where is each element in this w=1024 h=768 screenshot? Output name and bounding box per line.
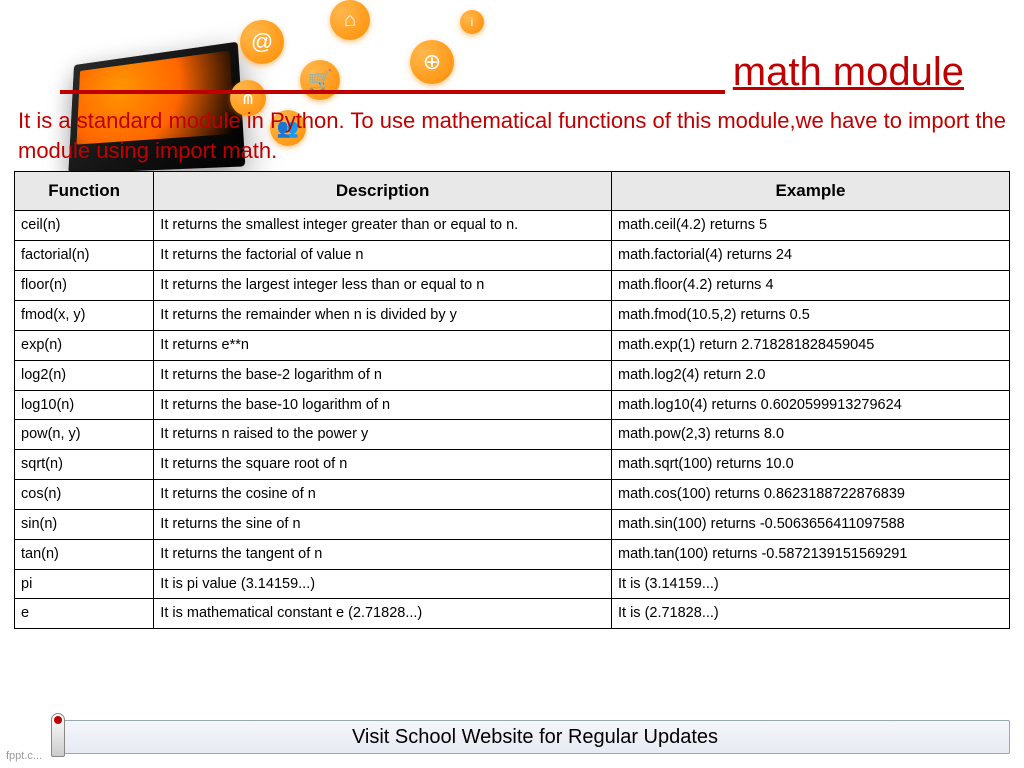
col-function: Function: [15, 172, 154, 211]
table-cell: math.exp(1) return 2.718281828459045: [611, 330, 1009, 360]
table-cell: It returns the base-10 logarithm of n: [154, 390, 612, 420]
page-title: math module: [733, 50, 964, 94]
table-cell: It returns n raised to the power y: [154, 420, 612, 450]
table-cell: It returns the square root of n: [154, 450, 612, 480]
table-cell: It returns e**n: [154, 330, 612, 360]
table-cell: pi: [15, 569, 154, 599]
table-row: log2(n)It returns the base-2 logarithm o…: [15, 360, 1010, 390]
table-cell: log2(n): [15, 360, 154, 390]
functions-table: Function Description Example ceil(n)It r…: [14, 171, 1010, 629]
table-row: sqrt(n)It returns the square root of nma…: [15, 450, 1010, 480]
table-cell: ceil(n): [15, 211, 154, 241]
col-example: Example: [611, 172, 1009, 211]
table-row: fmod(x, y)It returns the remainder when …: [15, 301, 1010, 331]
functions-table-wrap: Function Description Example ceil(n)It r…: [0, 171, 1024, 629]
table-cell: It is (2.71828...): [611, 599, 1009, 629]
table-cell: math.tan(100) returns -0.587213915156929…: [611, 539, 1009, 569]
table-cell: math.log2(4) return 2.0: [611, 360, 1009, 390]
table-cell: tan(n): [15, 539, 154, 569]
table-cell: math.cos(100) returns 0.8623188722876839: [611, 480, 1009, 510]
table-cell: e: [15, 599, 154, 629]
table-cell: sin(n): [15, 509, 154, 539]
table-cell: cos(n): [15, 480, 154, 510]
intro-text: It is a standard module in Python. To us…: [0, 94, 1024, 171]
table-cell: It is (3.14159...): [611, 569, 1009, 599]
table-cell: It returns the sine of n: [154, 509, 612, 539]
table-row: floor(n)It returns the largest integer l…: [15, 271, 1010, 301]
table-row: piIt is pi value (3.14159...)It is (3.14…: [15, 569, 1010, 599]
table-cell: math.sqrt(100) returns 10.0: [611, 450, 1009, 480]
table-row: log10(n)It returns the base-10 logarithm…: [15, 390, 1010, 420]
table-cell: math.pow(2,3) returns 8.0: [611, 420, 1009, 450]
table-cell: math.log10(4) returns 0.6020599913279624: [611, 390, 1009, 420]
table-row: cos(n)It returns the cosine of nmath.cos…: [15, 480, 1010, 510]
table-cell: pow(n, y): [15, 420, 154, 450]
table-row: factorial(n)It returns the factorial of …: [15, 241, 1010, 271]
table-cell: fmod(x, y): [15, 301, 154, 331]
table-cell: It returns the base-2 logarithm of n: [154, 360, 612, 390]
table-cell: math.floor(4.2) returns 4: [611, 271, 1009, 301]
table-cell: It returns the factorial of value n: [154, 241, 612, 271]
table-cell: log10(n): [15, 390, 154, 420]
table-row: ceil(n)It returns the smallest integer g…: [15, 211, 1010, 241]
footer-bar[interactable]: Visit School Website for Regular Updates: [60, 720, 1010, 754]
table-cell: It returns the tangent of n: [154, 539, 612, 569]
table-cell: sqrt(n): [15, 450, 154, 480]
footer-text: Visit School Website for Regular Updates: [352, 726, 718, 749]
title-row: math module: [0, 0, 1024, 94]
table-cell: math.sin(100) returns -0.506365641109758…: [611, 509, 1009, 539]
table-cell: math.factorial(4) returns 24: [611, 241, 1009, 271]
table-row: pow(n, y)It returns n raised to the powe…: [15, 420, 1010, 450]
table-row: sin(n)It returns the sine of nmath.sin(1…: [15, 509, 1010, 539]
col-description: Description: [154, 172, 612, 211]
header-row: Function Description Example: [15, 172, 1010, 211]
table-cell: math.fmod(10.5,2) returns 0.5: [611, 301, 1009, 331]
table-cell: It returns the remainder when n is divid…: [154, 301, 612, 331]
table-cell: exp(n): [15, 330, 154, 360]
table-row: eIt is mathematical constant e (2.71828.…: [15, 599, 1010, 629]
watermark: fppt.c...: [6, 750, 42, 762]
pen-icon: [51, 713, 65, 757]
table-cell: factorial(n): [15, 241, 154, 271]
table-cell: It is mathematical constant e (2.71828..…: [154, 599, 612, 629]
table-cell: It returns the largest integer less than…: [154, 271, 612, 301]
table-cell: floor(n): [15, 271, 154, 301]
table-row: tan(n)It returns the tangent of nmath.ta…: [15, 539, 1010, 569]
table-row: exp(n)It returns e**nmath.exp(1) return …: [15, 330, 1010, 360]
table-cell: It returns the cosine of n: [154, 480, 612, 510]
table-cell: math.ceil(4.2) returns 5: [611, 211, 1009, 241]
table-cell: It returns the smallest integer greater …: [154, 211, 612, 241]
table-cell: It is pi value (3.14159...): [154, 569, 612, 599]
